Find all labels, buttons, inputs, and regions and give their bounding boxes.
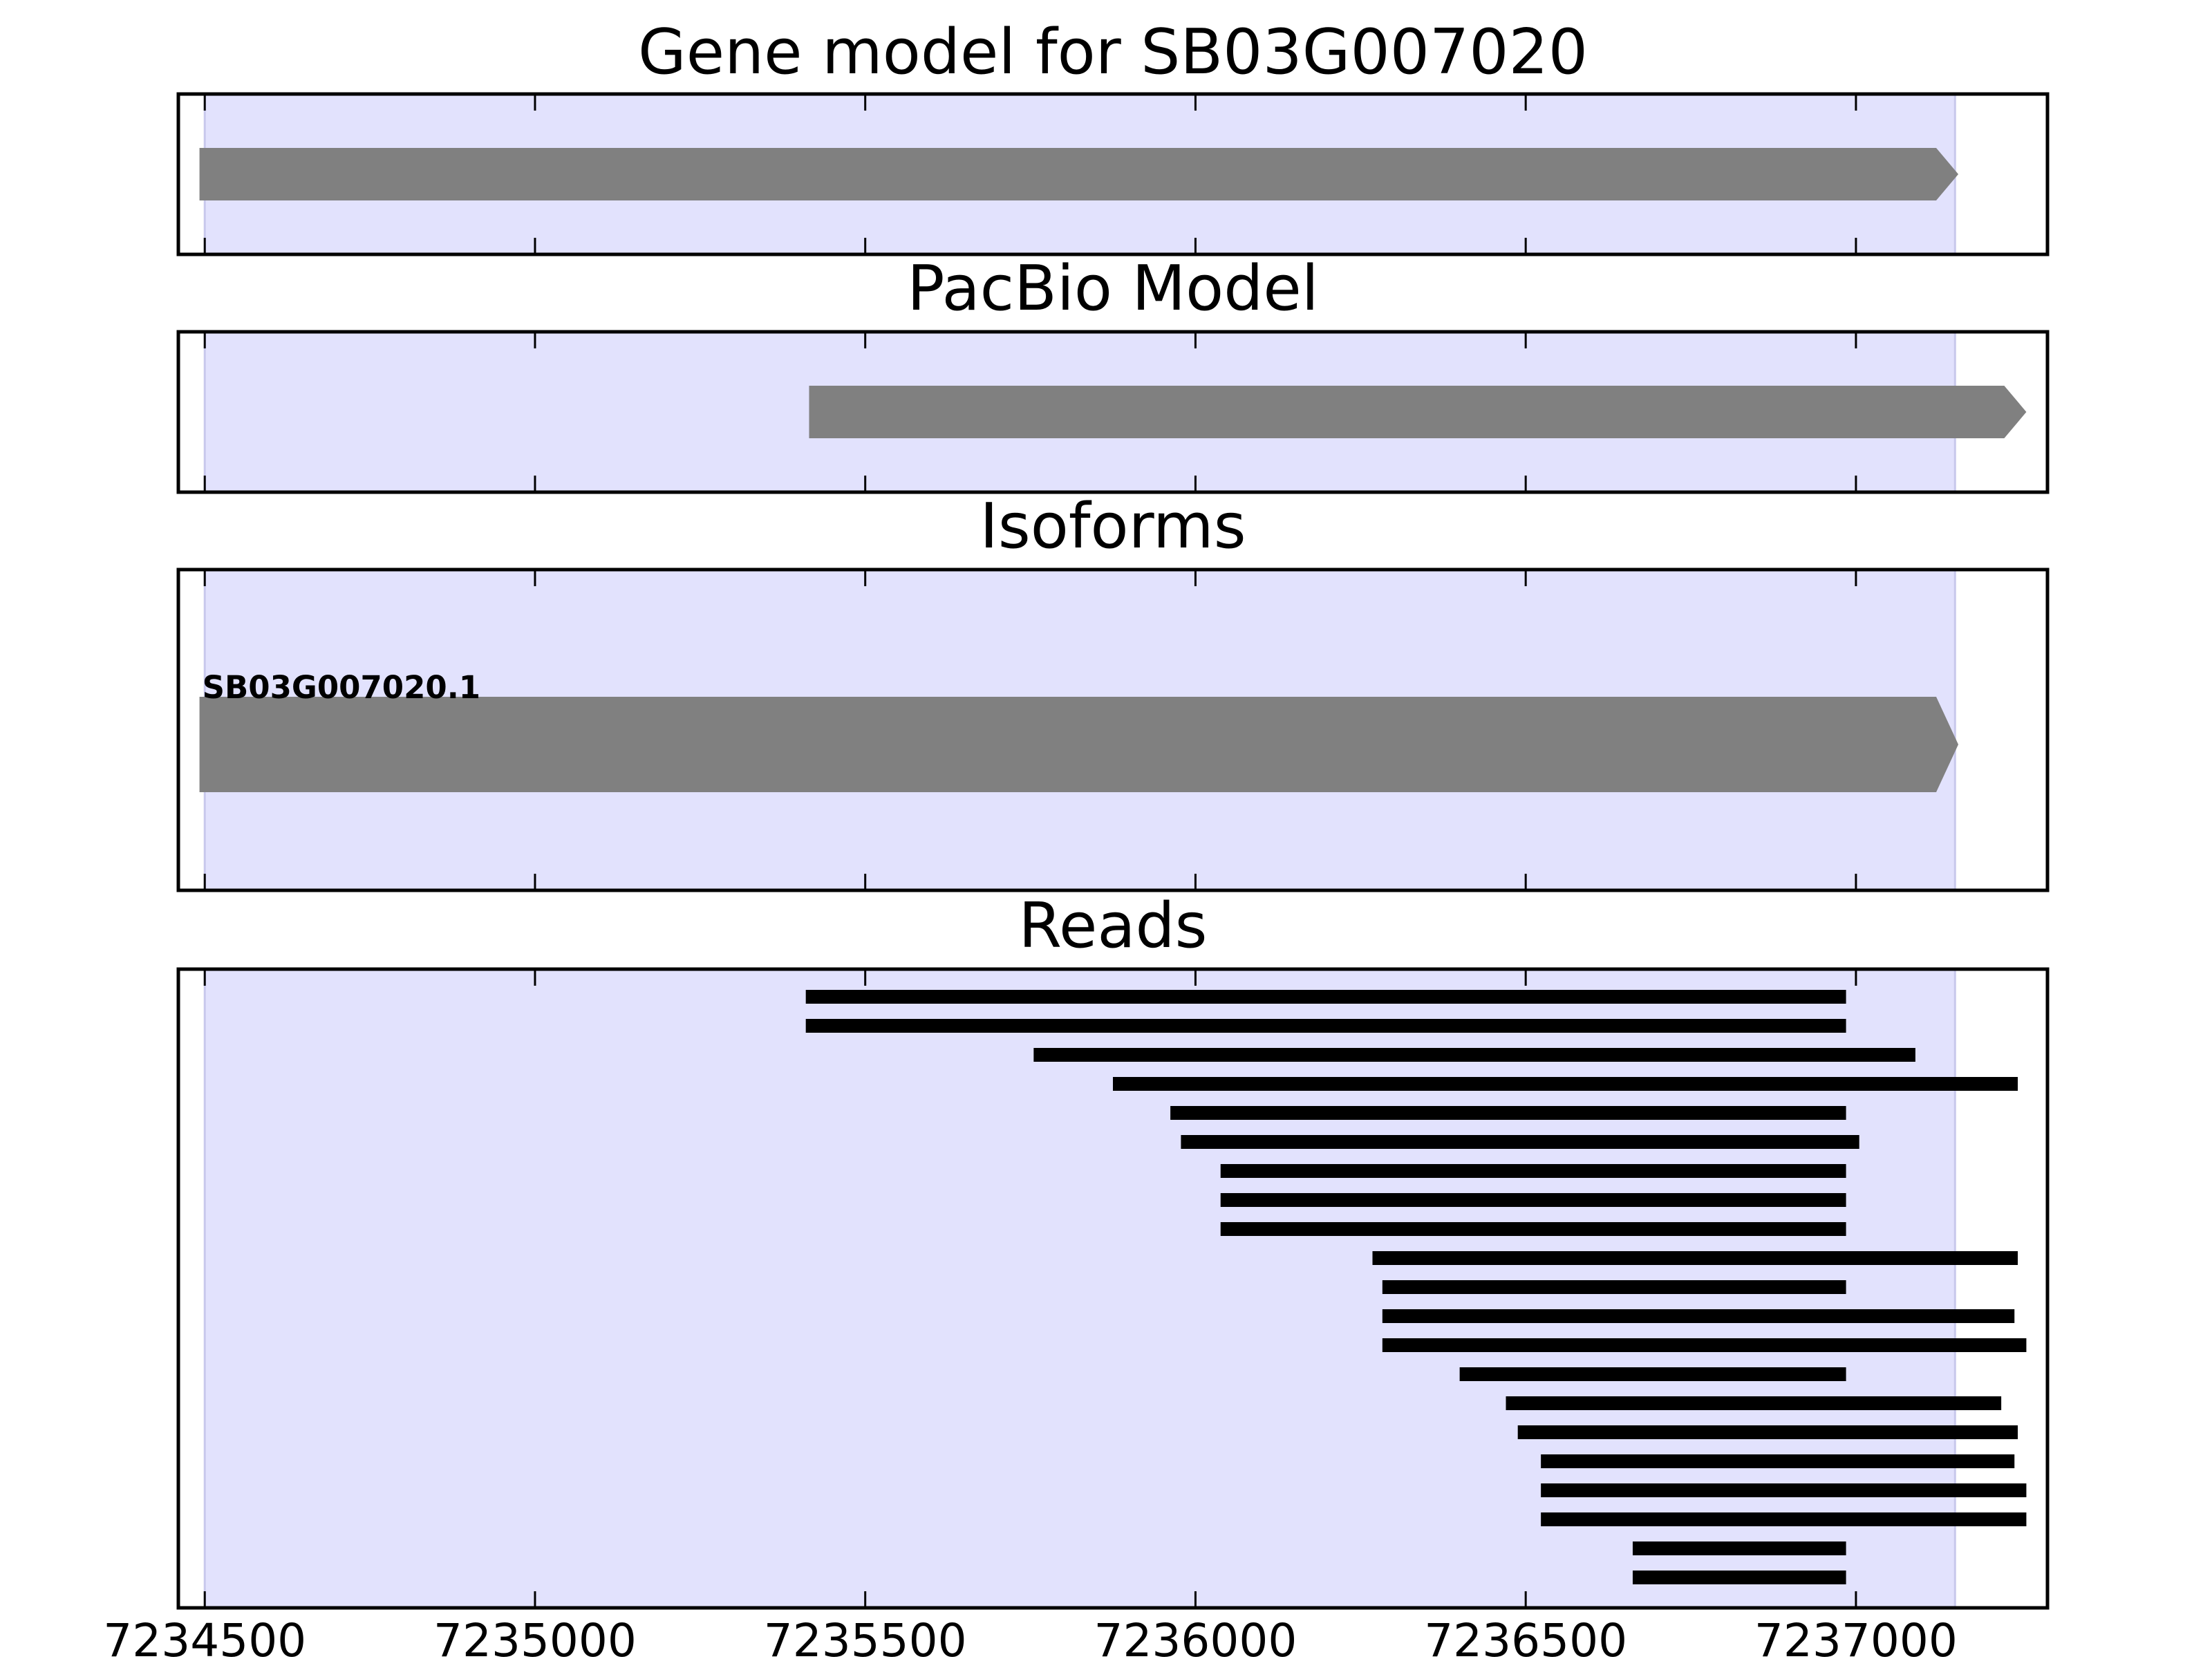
read-bar-7 <box>1220 1193 1846 1207</box>
read-bar-14 <box>1506 1396 2002 1410</box>
reads-frame <box>176 967 2050 1610</box>
read-bar-18 <box>1541 1512 2027 1526</box>
read-bar-11 <box>1382 1309 2015 1323</box>
read-bar-9 <box>1372 1251 2018 1265</box>
x-tick-label-4: 7236500 <box>1424 1614 1627 1659</box>
read-bar-16 <box>1541 1454 2015 1468</box>
read-bar-3 <box>1113 1077 2018 1091</box>
read-bar-15 <box>1517 1425 2018 1439</box>
read-bar-12 <box>1382 1338 2027 1352</box>
read-bar-4 <box>1170 1106 1846 1120</box>
read-bar-10 <box>1382 1280 1846 1294</box>
read-bar-19 <box>1632 1541 1846 1555</box>
isoforms-panel: Isoforms SB03G007020.1 <box>176 490 2050 892</box>
pacbio-frame <box>176 330 2050 494</box>
x-tick-label-0: 7234500 <box>103 1614 306 1659</box>
isoforms-feature-0 <box>199 697 1959 792</box>
isoforms-title: Isoforms <box>980 490 1246 563</box>
reads-title: Reads <box>1018 890 1207 962</box>
read-bar-20 <box>1632 1571 1846 1584</box>
isoforms-frame <box>176 568 2050 892</box>
read-bar-17 <box>1541 1483 2027 1497</box>
read-bar-6 <box>1220 1164 1846 1178</box>
isoform-label: SB03G007020.1 <box>203 669 481 706</box>
gene-panel: Gene model for SB03G007020 <box>176 16 2050 256</box>
x-tick-label-5: 7237000 <box>1754 1614 1958 1659</box>
read-bar-5 <box>1181 1135 1859 1149</box>
read-bar-8 <box>1220 1222 1846 1236</box>
pacbio-title: PacBio Model <box>907 252 1319 325</box>
gene-title: Gene model for SB03G007020 <box>638 16 1588 88</box>
reads-panel: Reads 7234500 7235000 7235500 7236000 7236500… <box>103 890 2050 1659</box>
x-tick-label-2: 7235500 <box>764 1614 967 1659</box>
read-bar-2 <box>1033 1048 1915 1062</box>
pacbio-feature-0 <box>809 386 2027 438</box>
read-bar-0 <box>805 990 1846 1004</box>
gene-frame <box>176 92 2050 256</box>
read-bar-1 <box>805 1019 1846 1033</box>
pacbio-panel: PacBio Model <box>176 252 2050 494</box>
x-tick-label-1: 7235000 <box>433 1614 637 1659</box>
x-tick-label-3: 7236000 <box>1094 1614 1297 1659</box>
gene-feature-0 <box>199 148 1959 200</box>
read-bar-13 <box>1459 1367 1846 1381</box>
